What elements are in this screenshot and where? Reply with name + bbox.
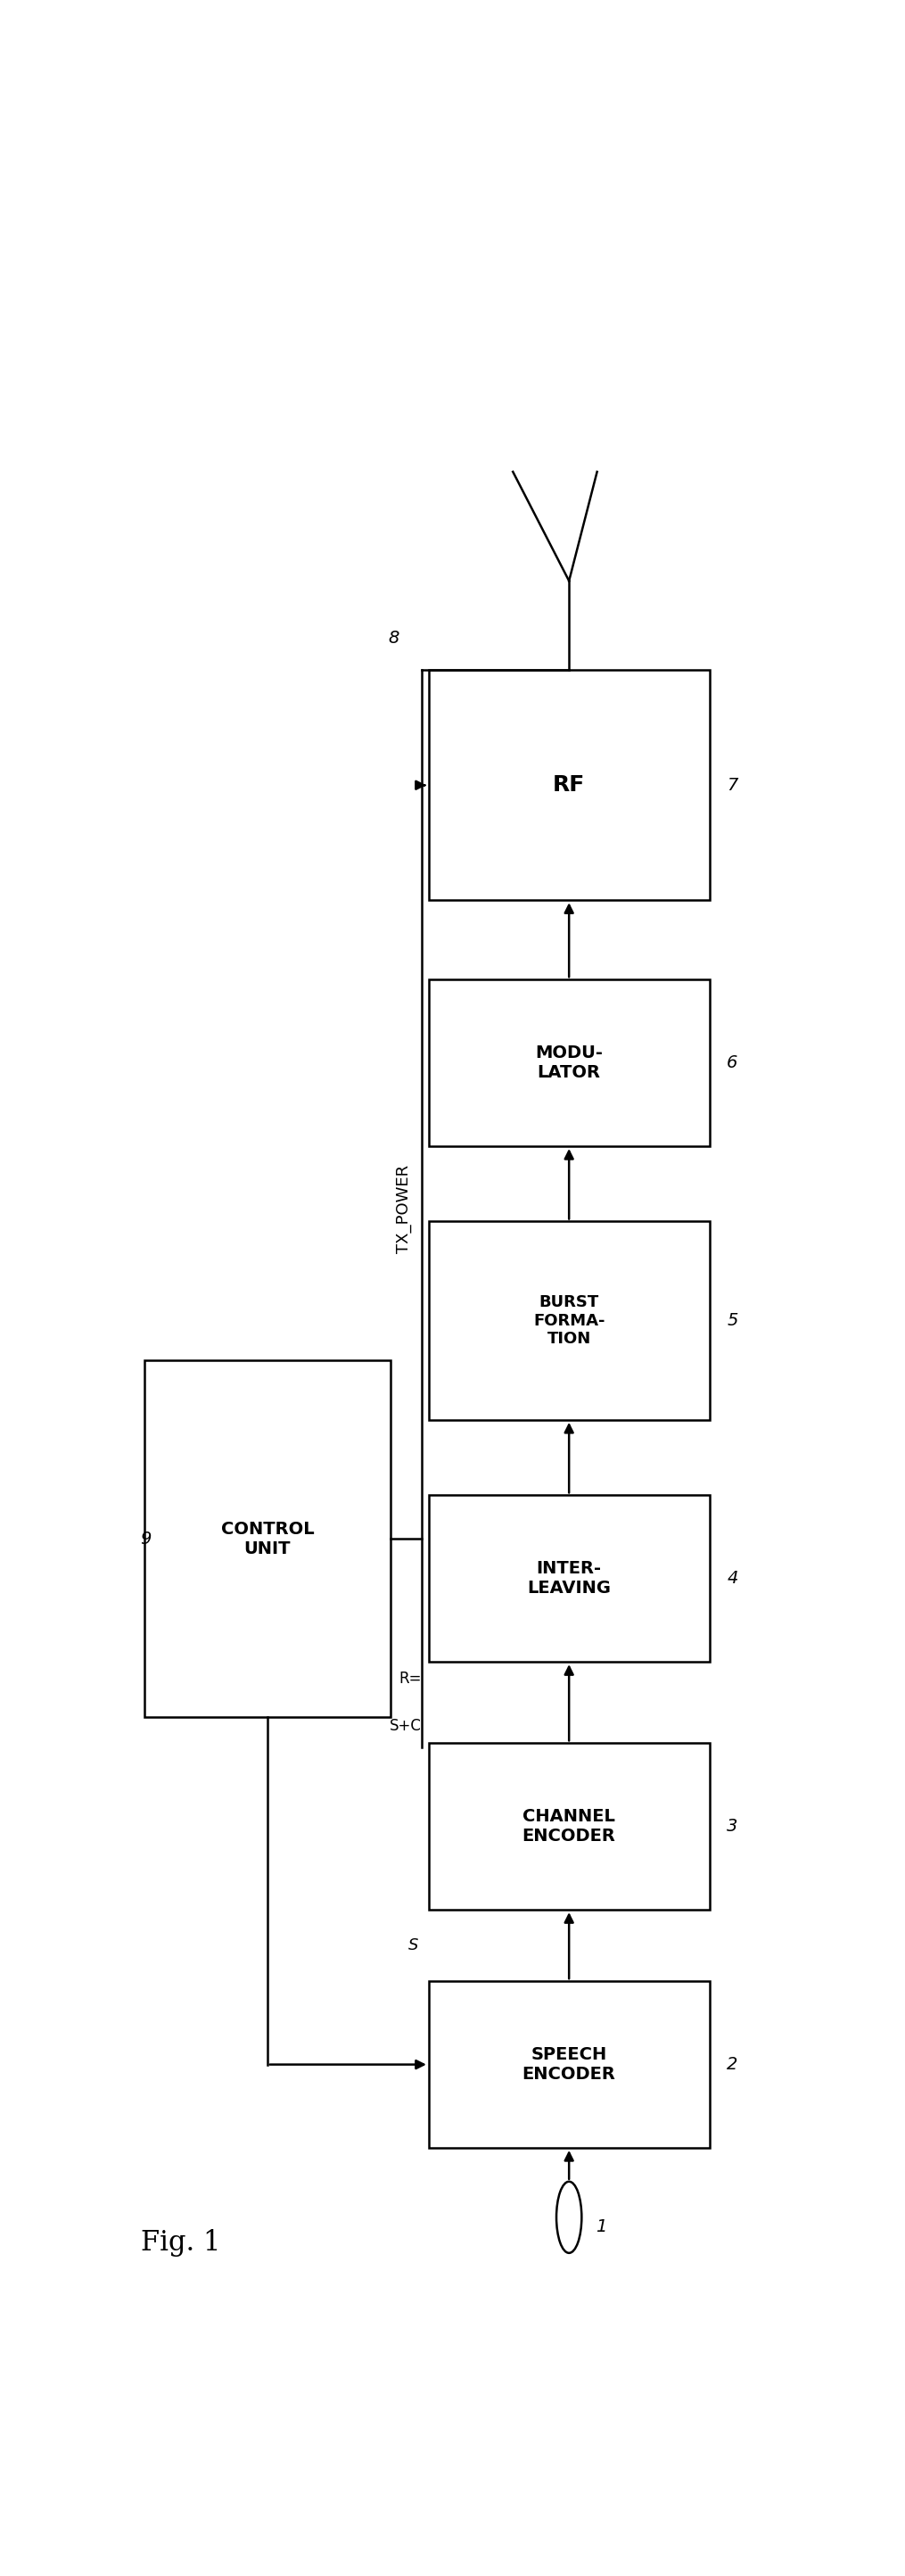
Text: Fig. 1: Fig. 1 [141,2228,221,2257]
Text: MODU-
LATOR: MODU- LATOR [535,1046,603,1082]
Text: S: S [408,1937,418,1953]
Bar [429,979,710,1146]
Bar [429,1221,710,1419]
Text: 2: 2 [727,2056,738,2074]
Text: RF: RF [553,775,586,796]
Text: 9: 9 [139,1530,151,1548]
Text: TX_POWER: TX_POWER [396,1164,412,1252]
Text: S+C: S+C [390,1718,422,1734]
Bar [429,1981,710,2148]
Bar [145,1360,390,1718]
Text: CHANNEL
ENCODER: CHANNEL ENCODER [522,1808,615,1844]
Text: R=: R= [399,1672,422,1687]
Text: SPEECH
ENCODER: SPEECH ENCODER [522,2045,615,2084]
Bar [429,1494,710,1662]
Text: INTER-
LEAVING: INTER- LEAVING [527,1561,611,1597]
Bar [429,670,710,899]
Text: 1: 1 [595,2218,606,2236]
Text: 6: 6 [727,1054,738,1072]
Text: CONTROL
UNIT: CONTROL UNIT [221,1520,314,1556]
Text: 8: 8 [388,629,399,647]
Text: BURST
FORMA-
TION: BURST FORMA- TION [533,1293,605,1347]
Text: 5: 5 [727,1311,738,1329]
Text: 7: 7 [727,778,738,793]
Text: 4: 4 [727,1571,738,1587]
Bar [429,1744,710,1909]
Text: 3: 3 [727,1819,738,1834]
